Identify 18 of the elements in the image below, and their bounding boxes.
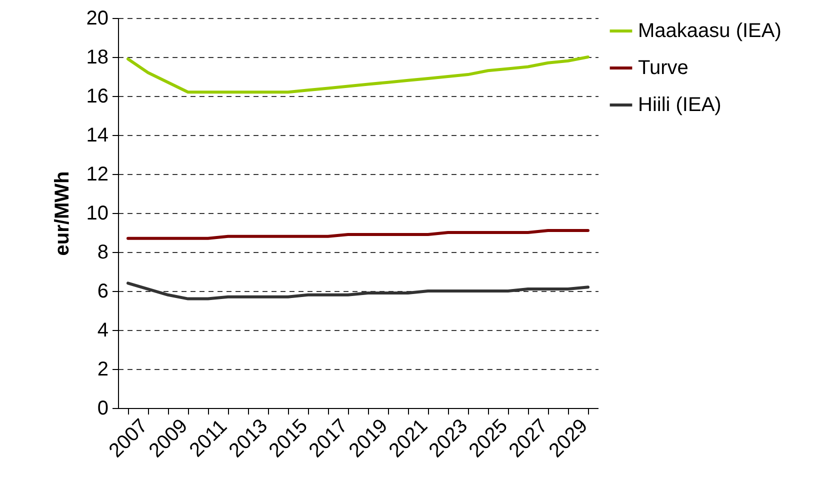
y-tick-label: 2 — [97, 358, 108, 380]
line-series — [126, 229, 590, 240]
legend-label: Turve — [638, 57, 688, 79]
y-tick-label: 6 — [97, 280, 108, 302]
line-series — [126, 282, 590, 300]
y-tick-label: 8 — [97, 242, 108, 264]
y-axis-title: eur/MWh — [51, 171, 74, 256]
y-tick-label: 16 — [86, 86, 108, 108]
y-tick-label: 14 — [86, 124, 108, 146]
y-tick-label: 12 — [86, 164, 108, 186]
y-tick-label: 0 — [97, 398, 108, 420]
y-tick-label: 4 — [97, 320, 108, 342]
y-tick-label: 20 — [86, 8, 108, 30]
line-series — [126, 56, 590, 94]
y-tick-label: 18 — [86, 46, 108, 68]
legend-label: Hiili (IEA) — [638, 94, 722, 116]
y-tick-label: 10 — [86, 202, 108, 224]
legend-label: Maakaasu (IEA) — [638, 20, 782, 42]
